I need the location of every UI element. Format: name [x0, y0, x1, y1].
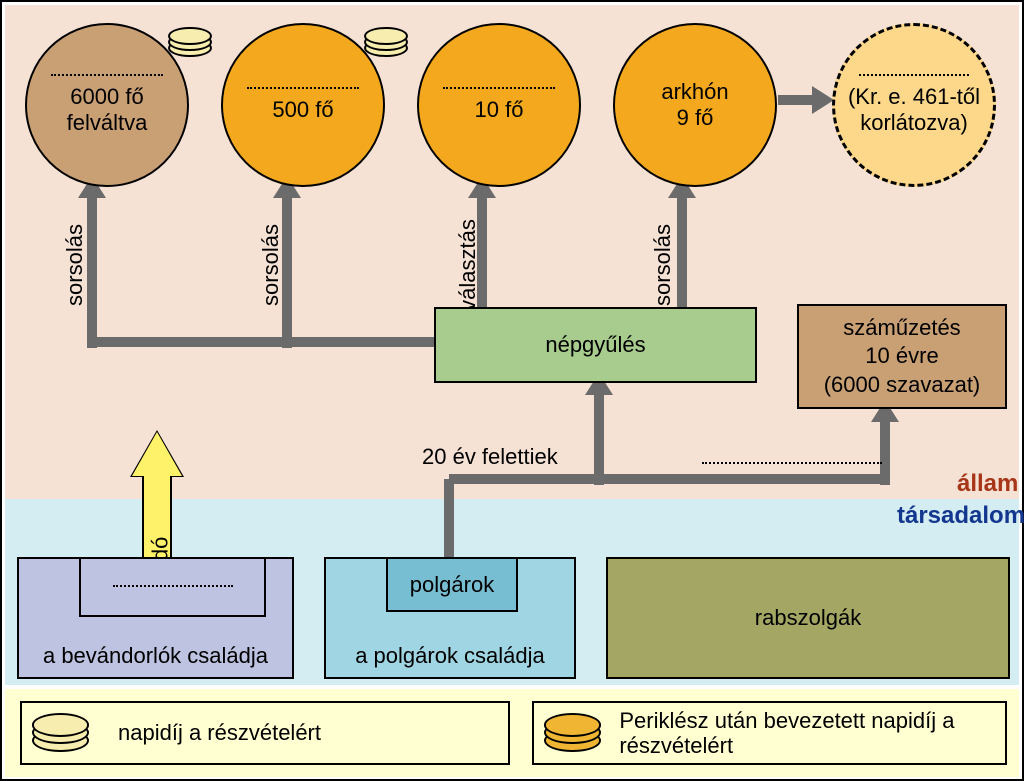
circle-c4: arkhón9 fő: [613, 23, 777, 187]
circle-c1: 6000 főfelváltva: [25, 23, 189, 187]
selection-label: választás: [455, 219, 481, 311]
citizens-label: a polgárok családja: [326, 643, 574, 669]
over-20-label: 20 év felettiek: [422, 444, 558, 470]
selection-label: sorsolás: [650, 224, 676, 306]
selection-label: sorsolás: [258, 224, 284, 306]
exile-box: száműzetés 10 évre (6000 szavazat): [797, 304, 1007, 409]
exile-line1: száműzetés: [843, 314, 960, 343]
tax-arrow: [132, 432, 182, 476]
assembly-box: népgyűlés: [434, 307, 757, 383]
citizens-inner-label: polgárok: [410, 572, 494, 598]
legend-left-text: napidíj a részvételért: [118, 720, 321, 746]
citizens-family-box: polgárok a polgárok családja: [324, 557, 576, 679]
diagram-canvas: állam társadalom 6000 főfelváltva500 fő1…: [0, 0, 1024, 781]
slaves-box: rabszolgák: [606, 557, 1010, 679]
legend-right: Periklész után bevezetett napidíj a rész…: [532, 701, 1007, 765]
immigrants-inner: [79, 557, 266, 617]
label-state: állam: [957, 470, 1018, 498]
coin-icon: [32, 713, 102, 753]
exile-line3: (6000 szavazat): [824, 371, 981, 400]
dotted-placeholder-right: [702, 462, 882, 464]
immigrants-label: a bevándorlók családja: [19, 643, 292, 669]
circle-c2: 500 fő: [221, 23, 385, 187]
legend-right-text: Periklész után bevezetett napidíj a rész…: [619, 708, 1005, 759]
immigrants-dotted: [113, 585, 233, 587]
citizens-inner: polgárok: [386, 557, 518, 612]
legend-left: napidíj a részvételért: [20, 701, 510, 765]
assembly-label: népgyűlés: [545, 332, 645, 358]
immigrants-box: a bevándorlók családja: [17, 557, 294, 679]
label-society: társadalom: [897, 502, 1024, 530]
coin-icon: [544, 713, 603, 753]
circle-c3: 10 fő: [417, 23, 581, 187]
slaves-label: rabszolgák: [755, 605, 861, 631]
circle-c5: (Kr. e. 461-tőlkorlátozva): [832, 23, 996, 187]
selection-label: sorsolás: [62, 224, 88, 306]
exile-line2: 10 évre: [865, 342, 938, 371]
